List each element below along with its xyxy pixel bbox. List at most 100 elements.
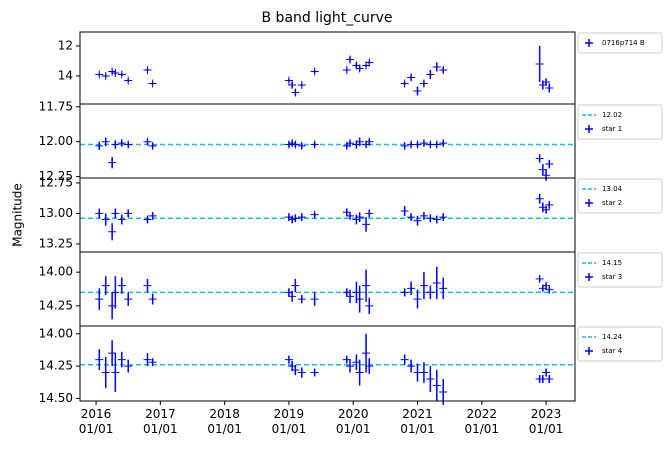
marker [95,295,104,304]
marker [407,362,416,371]
marker [439,139,448,148]
marker [355,137,364,146]
marker [419,368,428,377]
marker [545,83,554,92]
plot-frame [79,251,576,327]
marker [365,301,374,310]
marker [407,73,416,82]
marker [432,62,441,71]
marker [542,281,551,290]
marker [148,211,157,220]
marker [284,76,293,85]
legend-label: 14.15 [602,259,622,267]
marker [346,211,354,220]
legend-swatch [585,199,593,207]
marker [346,362,354,371]
x-tick-label: 2018 01/01 [207,407,242,436]
marker [400,141,409,150]
marker [362,281,371,290]
y-tick-label: 13.25 [39,236,73,250]
x-tick-label: 2021 01/01 [400,407,435,436]
marker [545,285,554,294]
marker [413,140,422,149]
marker [342,208,351,217]
plot-frame [79,177,576,253]
marker [365,362,374,371]
marker [407,213,416,222]
marker [143,281,152,290]
marker [310,67,319,76]
y-tick-label: 14.00 [39,326,73,340]
marker [148,141,157,150]
marker [284,355,293,364]
marker [365,137,374,146]
marker [400,288,409,297]
legend-box [577,252,663,288]
y-tick-label: 14.25 [39,298,73,312]
marker [426,288,435,297]
legend-swatch [585,347,593,355]
marker [545,375,554,384]
marker [117,281,126,290]
marker [143,215,152,224]
marker [400,206,409,215]
marker [346,292,354,301]
marker [95,209,104,218]
legend-box [577,326,663,362]
legend-label: star 2 [602,199,622,207]
x-tick-label: 2020 01/01 [335,407,371,436]
marker [432,278,441,287]
marker [362,220,371,229]
marker [148,295,157,304]
marker [143,65,152,74]
y-axis-label: Magnitude [11,183,25,247]
marker [291,281,300,290]
y-tick-label: 12 [58,38,73,52]
marker [355,64,364,73]
y-tick-label: 12.25 [39,169,73,183]
marker [346,55,354,64]
marker [291,140,300,149]
marker [542,77,551,86]
marker [117,355,126,364]
x-tick-label: 2016 01/01 [78,407,114,436]
marker [346,139,354,148]
legend-box [577,32,663,54]
marker [111,288,120,297]
legend-swatch [585,273,593,281]
legend-box [577,178,663,214]
y-tick-label: 14.25 [39,359,73,373]
legend-box [577,104,663,140]
marker [117,70,126,79]
y-tick-label: 14 [58,68,73,82]
marker [117,139,126,148]
marker [342,65,351,74]
marker [365,209,374,218]
marker [545,160,554,169]
y-tick-label: 12.00 [39,134,73,148]
legend-label: star 1 [602,125,622,133]
marker [101,368,110,377]
marker [355,368,364,377]
y-tick-label: 11.75 [39,99,73,113]
marker [355,295,364,304]
legend-label: star 4 [602,347,623,355]
marker [432,381,441,390]
marker [291,214,300,223]
marker [108,349,117,358]
marker [545,200,554,209]
plot-frame [79,31,576,105]
marker [124,295,133,304]
marker [297,295,306,304]
marker [400,79,409,88]
y-tick-label: 14.50 [39,391,73,405]
marker [419,281,428,290]
marker [108,227,117,236]
marker [310,210,319,219]
chart-title: B band light_curve [262,10,393,26]
legend-label: 12.02 [602,111,622,119]
marker [288,80,297,89]
marker [124,209,133,218]
marker [439,65,448,74]
